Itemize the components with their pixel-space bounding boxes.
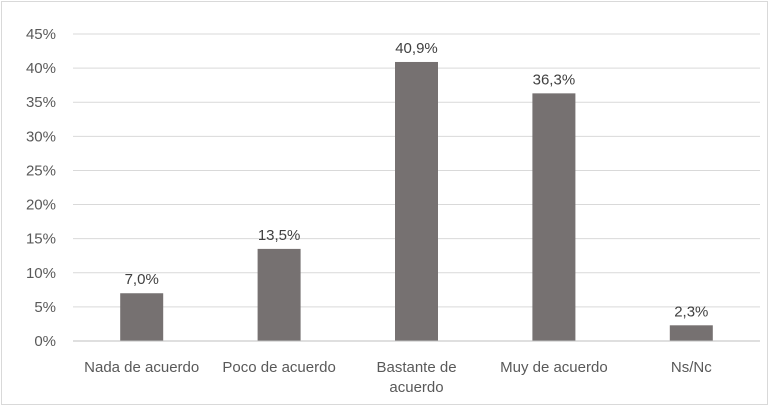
x-tick-label: Nada de acuerdo [84, 359, 199, 376]
data-label: 36,3% [533, 71, 576, 88]
y-tick-label: 30% [26, 128, 56, 145]
bar [120, 293, 164, 341]
y-tick-label: 40% [26, 60, 56, 77]
bar [395, 61, 438, 342]
data-label: 7,0% [125, 271, 159, 288]
y-tick-label: 0% [34, 333, 56, 350]
x-tick-label: Bastante de [376, 359, 456, 376]
x-tick-label: Ns/Nc [671, 359, 712, 376]
y-tick-label: 25% [26, 162, 56, 179]
y-tick-label: 10% [26, 265, 56, 282]
y-tick-label: 5% [34, 299, 56, 316]
y-tick-label: 20% [26, 197, 56, 214]
y-tick-label: 45% [26, 26, 56, 43]
x-tick-label: acuerdo [389, 379, 443, 396]
x-tick-label: Muy de acuerdo [500, 359, 608, 376]
bar [669, 325, 713, 341]
y-tick-label: 35% [26, 94, 56, 111]
bar [532, 93, 576, 341]
bar [257, 248, 301, 341]
y-tick-label: 15% [26, 231, 56, 248]
data-label: 2,3% [674, 303, 708, 320]
x-tick-label: Poco de acuerdo [222, 359, 335, 376]
data-label: 13,5% [258, 227, 301, 244]
data-label: 40,9% [395, 40, 438, 57]
